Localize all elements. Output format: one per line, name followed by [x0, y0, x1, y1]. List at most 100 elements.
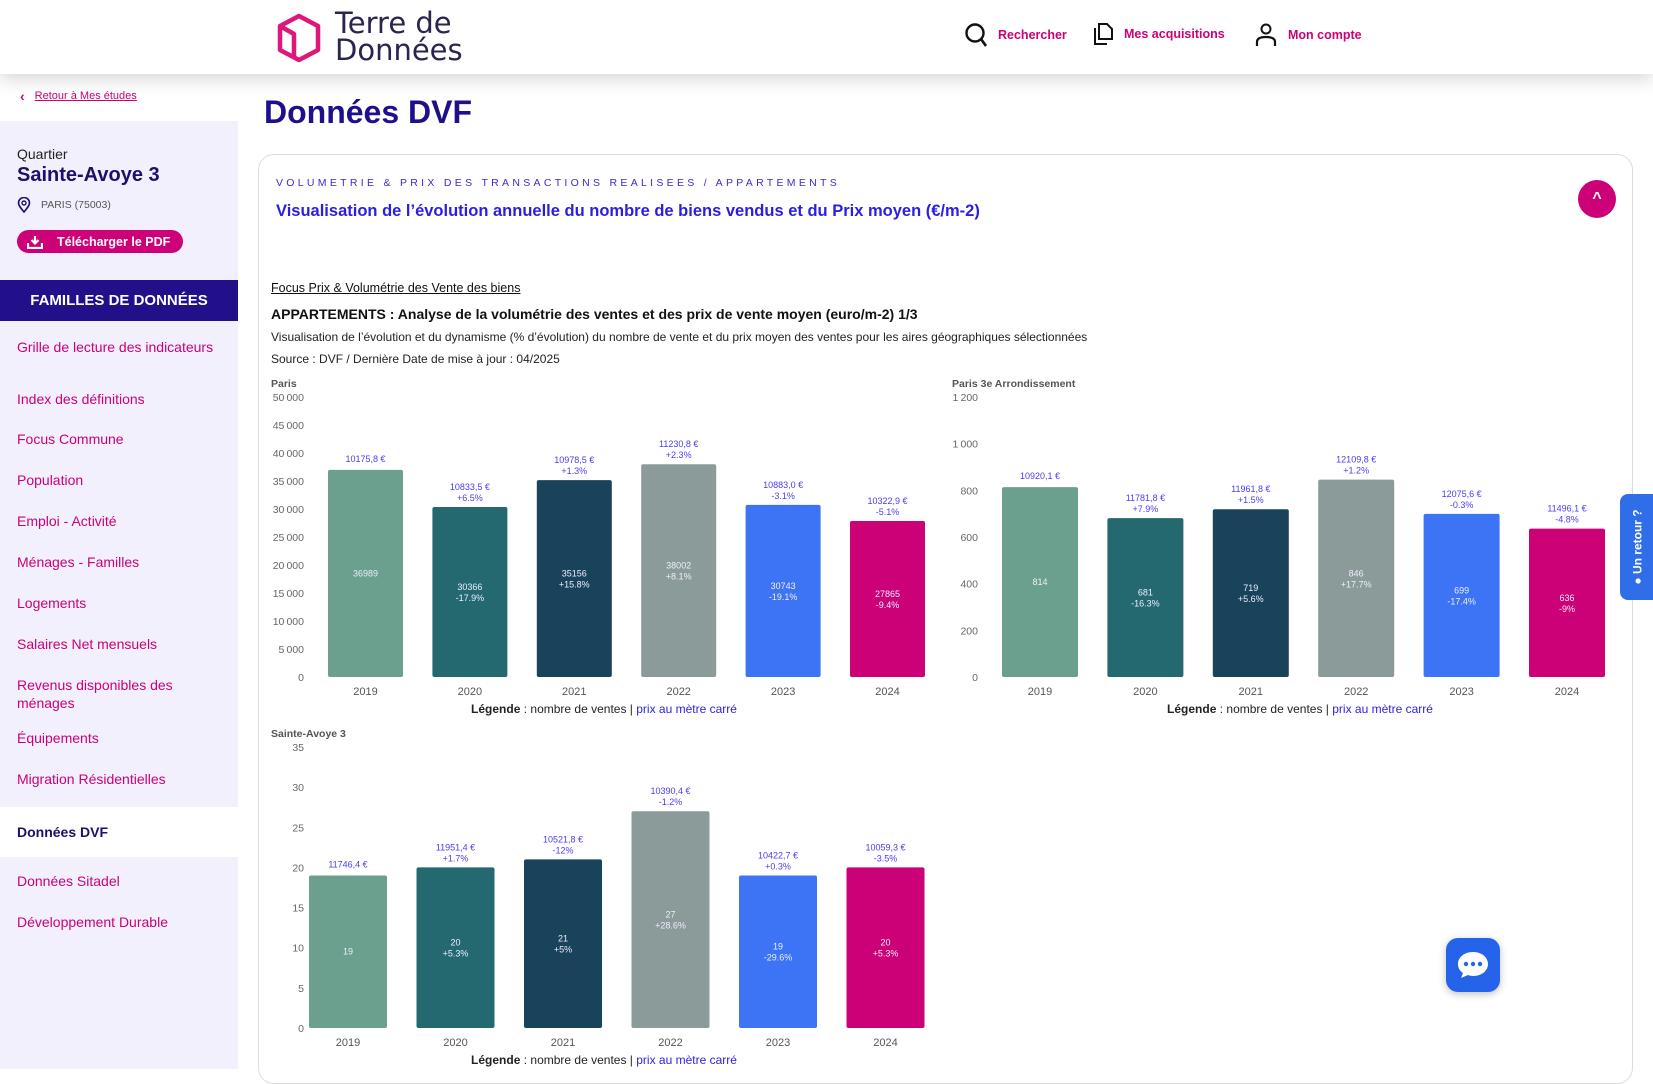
- bar-2019: [1002, 487, 1078, 677]
- y-tick-label: 5: [298, 983, 304, 995]
- bar-count-label: 38002: [666, 561, 691, 571]
- documents-icon: [1094, 23, 1113, 45]
- price-label: 10920,1 €: [1020, 471, 1060, 481]
- chart-legend-paris: Légende : nombre de ventes | prix au mèt…: [471, 702, 737, 716]
- price-variation-label: +2.3%: [666, 450, 692, 460]
- y-tick-label: 10: [292, 943, 304, 955]
- bar-count-variation: +5.6%: [1238, 594, 1264, 604]
- price-variation-label: -12%: [552, 845, 573, 855]
- y-tick-label: 10 000: [273, 616, 304, 628]
- price-label: 10175,8 €: [345, 454, 385, 464]
- y-tick-label: 1 000: [953, 439, 979, 451]
- bar-2020: [432, 506, 508, 677]
- download-pdf-button[interactable]: Télécharger le PDF: [17, 230, 183, 253]
- zone-location: PARIS (75003): [17, 197, 111, 213]
- x-tick-label: 2020: [458, 686, 482, 698]
- price-label: 10390,4 €: [650, 786, 690, 796]
- sidebar-item-grille-de-lecture-des-indicateurs[interactable]: Grille de lecture des indicateurs: [17, 339, 214, 355]
- chart-paris-3e: Paris 3e Arrondissement 0 200 400 600 800 1 00…: [952, 378, 1605, 698]
- y-tick-label: 45 000: [273, 420, 304, 432]
- sidebar-item-equipements[interactable]: Équipements: [17, 730, 99, 746]
- price-variation-label: +1.2%: [1343, 466, 1369, 476]
- sidebar-item-developpement-durable[interactable]: Développement Durable: [17, 914, 168, 930]
- sidebar-item-migration-residentielles[interactable]: Migration Résidentielles: [17, 771, 166, 787]
- x-tick-label: 2022: [658, 1037, 682, 1049]
- nav-acquisitions[interactable]: Mes acquisitions: [1092, 22, 1225, 46]
- y-tick-label: 25 000: [273, 532, 304, 544]
- chart-paris: Paris 0 5 000 10 000 15 000 20 000 25 000 30 00…: [271, 378, 925, 698]
- price-variation-label: -1.2%: [659, 797, 683, 807]
- x-tick-label: 2019: [336, 1037, 360, 1049]
- bar-count-variation: -9%: [1559, 604, 1575, 614]
- sidebar-item-focus-commune[interactable]: Focus Commune: [17, 431, 124, 447]
- bar-2021: [536, 480, 612, 677]
- bar-2021: [524, 859, 602, 1028]
- zone-name: Sainte-Avoye 3: [17, 164, 160, 186]
- bar-count-label: 19: [773, 942, 783, 952]
- bar-2019: [328, 469, 403, 677]
- feedback-tab[interactable]: ● Un retour ?: [1620, 494, 1653, 600]
- price-variation-label: +7.9%: [1133, 504, 1159, 514]
- price-label: 11230,8 €: [659, 439, 698, 449]
- price-label: 11951,4 €: [436, 842, 475, 852]
- bar-count-label: 20: [880, 938, 890, 948]
- sidebar-item-population[interactable]: Population: [17, 472, 84, 488]
- search-icon: [965, 23, 988, 47]
- price-label: 10059,3 €: [865, 842, 905, 852]
- x-tick-label: 2019: [353, 686, 377, 698]
- back-link[interactable]: ‹ Retour à Mes études: [20, 88, 137, 104]
- price-label: 10978,5 €: [554, 455, 594, 465]
- bar-count-variation: -9.4%: [876, 600, 900, 610]
- x-tick-label: 2022: [1344, 686, 1368, 698]
- sidebar-item-donnees-dvf[interactable]: Données DVF: [17, 824, 109, 840]
- sidebar-item-logements[interactable]: Logements: [17, 595, 87, 611]
- sidebar-item-menages-familles[interactable]: Ménages - Familles: [17, 554, 140, 570]
- sidebar-item-salaires-net-mensuels[interactable]: Salaires Net mensuels: [17, 636, 158, 652]
- bar-count-variation: +5.3%: [873, 949, 899, 959]
- bar-count-label: 35156: [562, 569, 587, 579]
- y-tick-label: 30 000: [273, 504, 304, 516]
- chart-title: Sainte-Avoye 3: [271, 728, 346, 740]
- logo-text[interactable]: Terre de Données: [335, 6, 463, 67]
- bar-count-label: 814: [1032, 577, 1047, 587]
- x-tick-label: 2022: [666, 686, 690, 698]
- y-tick-label: 20: [292, 862, 304, 874]
- sidebar-item-emploi-activite[interactable]: Emploi - Activité: [17, 513, 117, 529]
- y-tick-label: 0: [298, 1023, 304, 1035]
- price-label: 12075,6 €: [1442, 489, 1482, 499]
- sidebar-item-index-des-definitions[interactable]: Index des définitions: [17, 391, 145, 407]
- chart-legend-paris-3e: Légende : nombre de ventes | prix au mèt…: [1167, 702, 1433, 716]
- analysis-description: Visualisation de l’évolution et du dynam…: [271, 330, 1088, 344]
- y-tick-label: 600: [960, 532, 978, 544]
- bar-count-variation: +17.7%: [1341, 579, 1372, 589]
- nav-search[interactable]: Rechercher: [964, 22, 1067, 48]
- analysis-title: APPARTEMENTS : Analyse de la volumétrie …: [271, 306, 918, 322]
- price-variation-label: +1.7%: [443, 853, 469, 863]
- chart-sainte-avoye: Sainte-Avoye 30510152025303520191911746,…: [271, 728, 925, 1049]
- price-label: 11781,8 €: [1126, 493, 1165, 503]
- nav-account[interactable]: Mon compte: [1254, 22, 1362, 48]
- y-tick-label: 0: [298, 672, 304, 684]
- collapse-button[interactable]: ^: [1578, 180, 1616, 218]
- chart-legend-sainte-avoye: Légende : nombre de ventes | prix au mèt…: [471, 1053, 737, 1067]
- price-variation-label: -4.8%: [1555, 515, 1579, 525]
- x-tick-label: 2024: [873, 1037, 897, 1049]
- active-item-background: [0, 807, 238, 857]
- y-tick-label: 40 000: [273, 448, 304, 460]
- bar-2019: [309, 875, 387, 1028]
- price-variation-label: -3.5%: [874, 853, 898, 863]
- user-icon: [1255, 23, 1277, 46]
- sidebar-item-revenus-disponibles-des-menages[interactable]: Revenus disponibles des ménages: [17, 677, 173, 711]
- focus-link[interactable]: Focus Prix & Volumétrie des Vente des bi…: [271, 281, 521, 295]
- y-tick-label: 200: [960, 625, 978, 637]
- bar-count-label: 27: [665, 910, 675, 920]
- bar-count-label: 19: [343, 947, 353, 957]
- price-label: 10521,8 €: [543, 834, 583, 844]
- sidebar-item-donnees-sitadel[interactable]: Données Sitadel: [17, 873, 120, 889]
- chat-button[interactable]: [1446, 938, 1500, 992]
- price-variation-label: +0.3%: [765, 861, 791, 871]
- bar-2022: [641, 464, 717, 677]
- price-variation-label: +6.5%: [457, 493, 483, 503]
- price-label: 10422,7 €: [758, 850, 798, 860]
- bar-count-variation: +28.6%: [655, 921, 686, 931]
